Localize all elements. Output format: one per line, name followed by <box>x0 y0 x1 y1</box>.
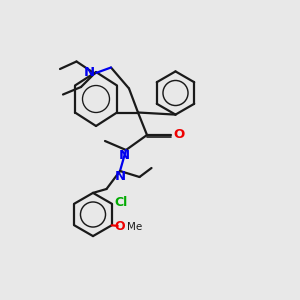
Text: N: N <box>114 170 126 183</box>
Text: N: N <box>119 148 130 162</box>
Text: O: O <box>114 220 125 233</box>
Text: O: O <box>173 128 185 142</box>
Text: N: N <box>83 65 95 79</box>
Text: Cl: Cl <box>114 196 128 209</box>
Text: Me: Me <box>127 222 142 232</box>
